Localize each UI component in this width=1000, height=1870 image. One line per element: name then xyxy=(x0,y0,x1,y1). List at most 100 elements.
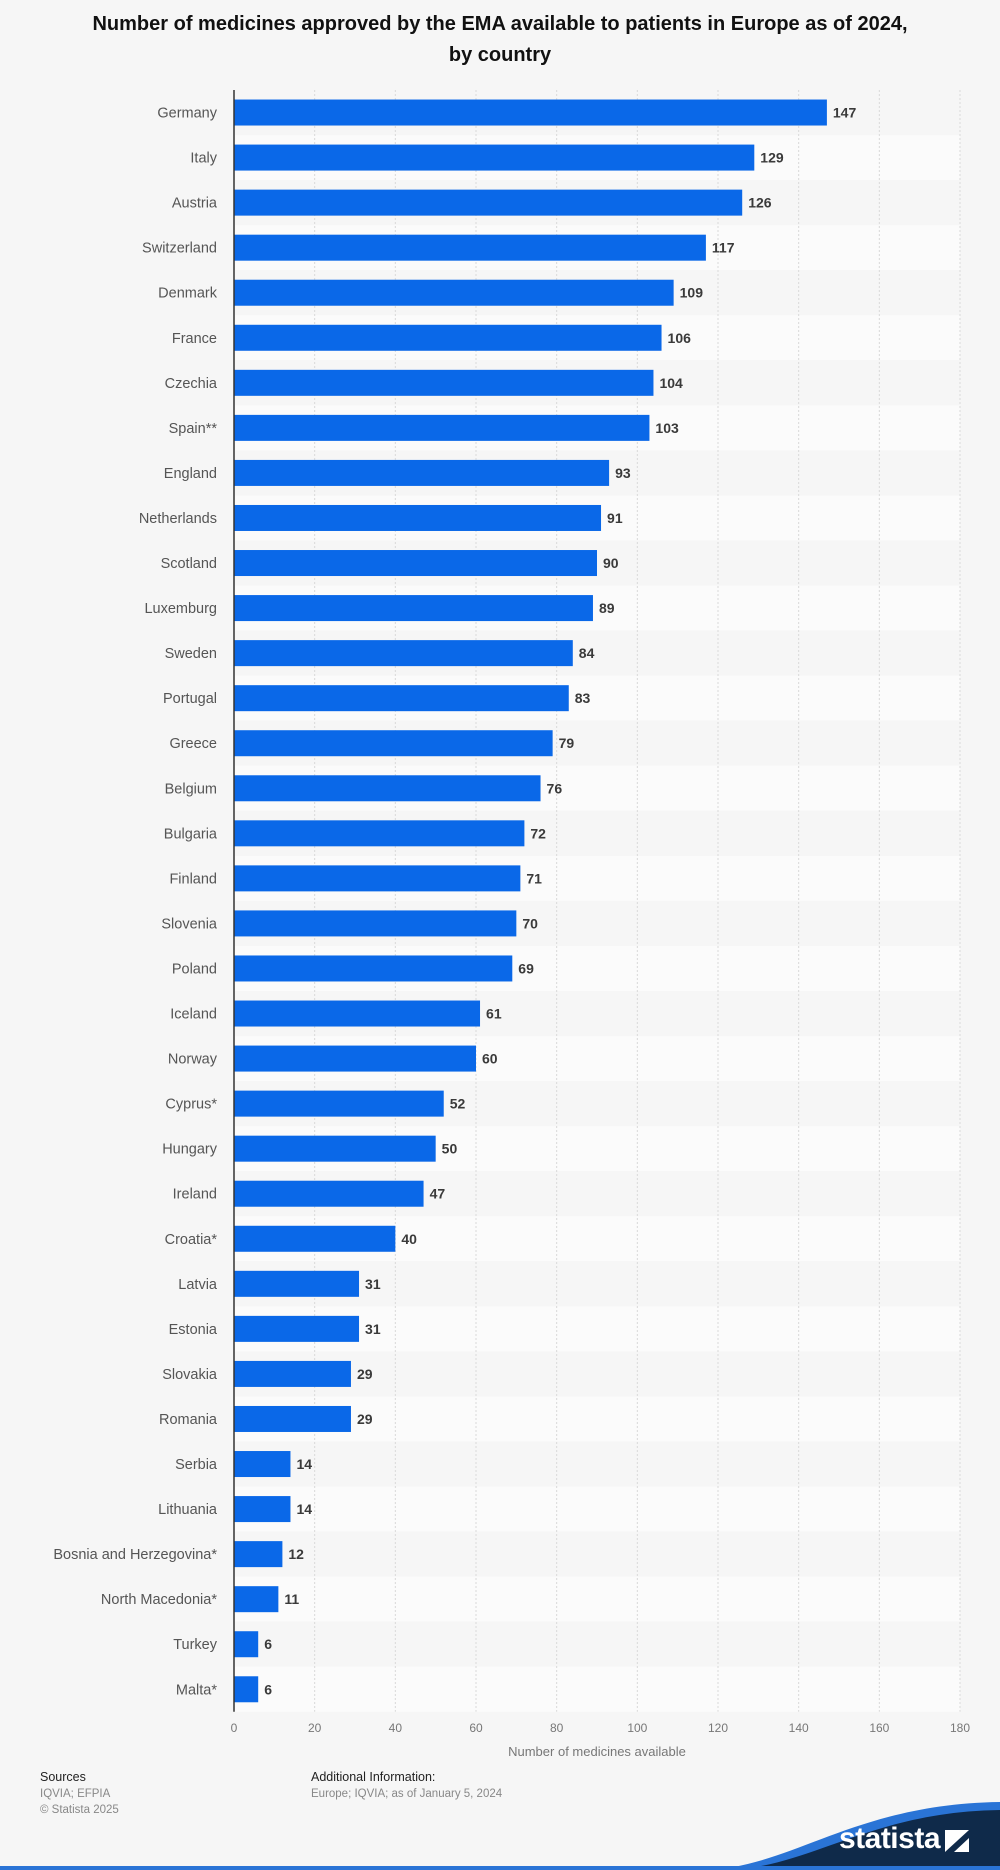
category-label: Czechia xyxy=(165,376,218,392)
x-tick-label: 0 xyxy=(231,1721,238,1735)
footer-accent-line xyxy=(0,1866,1000,1870)
bar[interactable] xyxy=(234,1405,351,1432)
data-label: 14 xyxy=(296,1456,312,1472)
data-label: 31 xyxy=(365,1321,381,1337)
x-tick-label: 80 xyxy=(550,1721,564,1735)
row-band xyxy=(234,1531,960,1577)
bar[interactable] xyxy=(234,1225,396,1252)
x-tick-label: 120 xyxy=(708,1721,728,1735)
bar[interactable] xyxy=(234,459,610,486)
bar[interactable] xyxy=(234,730,553,757)
category-label: Estonia xyxy=(169,1322,218,1338)
data-label: 61 xyxy=(486,1006,502,1022)
row-band xyxy=(234,1441,960,1487)
bar[interactable] xyxy=(234,640,573,667)
additional-info-block: Additional Information: Europe; IQVIA; a… xyxy=(311,1770,502,1802)
bar[interactable] xyxy=(234,369,654,396)
category-label: Greece xyxy=(169,736,217,752)
bar[interactable] xyxy=(234,1135,436,1162)
data-label: 79 xyxy=(559,735,575,751)
data-label: 40 xyxy=(401,1231,417,1247)
data-label: 69 xyxy=(518,960,534,976)
category-label: Scotland xyxy=(161,556,217,572)
data-label: 126 xyxy=(748,195,772,211)
bar[interactable] xyxy=(234,550,597,577)
bar[interactable] xyxy=(234,144,755,171)
bar[interactable] xyxy=(234,1000,481,1027)
bar[interactable] xyxy=(234,865,521,892)
bar[interactable] xyxy=(234,1315,360,1342)
statista-logo-icon xyxy=(945,1830,969,1852)
sources-text[interactable]: IQVIA; EFPIA xyxy=(40,1788,111,1800)
data-label: 106 xyxy=(668,330,692,346)
category-label: Slovakia xyxy=(162,1367,218,1383)
row-band xyxy=(234,1666,960,1712)
data-label: 6 xyxy=(264,1636,272,1652)
data-label: 129 xyxy=(760,150,784,166)
bar-chart: Number of medicines approved by the EMA … xyxy=(53,13,970,1759)
sources-block: Sources IQVIA; EFPIA © Statista 2025 xyxy=(40,1770,119,1818)
bar[interactable] xyxy=(234,1270,360,1297)
x-tick-label: 40 xyxy=(389,1721,403,1735)
bar[interactable] xyxy=(234,1496,291,1523)
bar[interactable] xyxy=(234,955,513,982)
bar[interactable] xyxy=(234,234,706,261)
bar[interactable] xyxy=(234,1631,259,1658)
bar[interactable] xyxy=(234,820,525,847)
statista-logo[interactable]: statista xyxy=(838,1822,941,1855)
category-label: Sweden xyxy=(165,646,217,662)
bar[interactable] xyxy=(234,1541,283,1568)
data-label: 29 xyxy=(357,1366,373,1382)
category-label: Cyprus* xyxy=(165,1097,217,1113)
row-band xyxy=(234,1351,960,1397)
category-label: Portugal xyxy=(163,691,217,707)
category-label: Romania xyxy=(159,1412,218,1428)
row-band xyxy=(234,1621,960,1667)
category-label: Hungary xyxy=(162,1142,218,1158)
data-label: 89 xyxy=(599,600,615,616)
category-label: Bosnia and Herzegovina* xyxy=(53,1547,217,1563)
bar[interactable] xyxy=(234,324,662,351)
additional-info-text: Europe; IQVIA; as of January 5, 2024 xyxy=(311,1788,503,1800)
data-label: 14 xyxy=(296,1501,312,1517)
category-label: England xyxy=(164,466,217,482)
data-label: 71 xyxy=(526,870,542,886)
category-label: Netherlands xyxy=(139,511,217,527)
category-label: Croatia* xyxy=(165,1232,218,1248)
bar[interactable] xyxy=(234,504,602,531)
data-label: 72 xyxy=(530,825,546,841)
bar[interactable] xyxy=(234,775,541,802)
bar[interactable] xyxy=(234,595,593,622)
chart-title-line-2: by country xyxy=(449,44,552,66)
data-label: 70 xyxy=(522,915,538,931)
data-label: 147 xyxy=(833,105,857,121)
bar[interactable] xyxy=(234,1451,291,1478)
bar[interactable] xyxy=(234,685,569,712)
bar[interactable] xyxy=(234,279,674,306)
bar[interactable] xyxy=(234,1360,351,1387)
bar[interactable] xyxy=(234,414,650,441)
bar[interactable] xyxy=(234,1045,476,1072)
bar[interactable] xyxy=(234,1676,259,1703)
category-label: Spain** xyxy=(169,421,218,437)
bar[interactable] xyxy=(234,189,743,216)
category-label: Austria xyxy=(172,196,218,212)
data-label: 90 xyxy=(603,555,619,571)
data-label: 103 xyxy=(655,420,679,436)
copyright-text: © Statista 2025 xyxy=(40,1804,119,1816)
bar[interactable] xyxy=(234,1090,444,1117)
category-label: Denmark xyxy=(158,286,218,302)
bar[interactable] xyxy=(234,99,827,126)
category-label: Switzerland xyxy=(142,241,217,257)
bar[interactable] xyxy=(234,1586,279,1613)
category-label: Germany xyxy=(157,106,217,122)
data-label: 6 xyxy=(264,1681,272,1697)
data-label: 60 xyxy=(482,1051,498,1067)
bar[interactable] xyxy=(234,910,517,937)
bar[interactable] xyxy=(234,1180,424,1207)
data-label: 109 xyxy=(680,285,704,301)
category-label: Norway xyxy=(168,1052,218,1068)
category-label: Malta* xyxy=(176,1682,217,1698)
data-label: 104 xyxy=(659,375,683,391)
